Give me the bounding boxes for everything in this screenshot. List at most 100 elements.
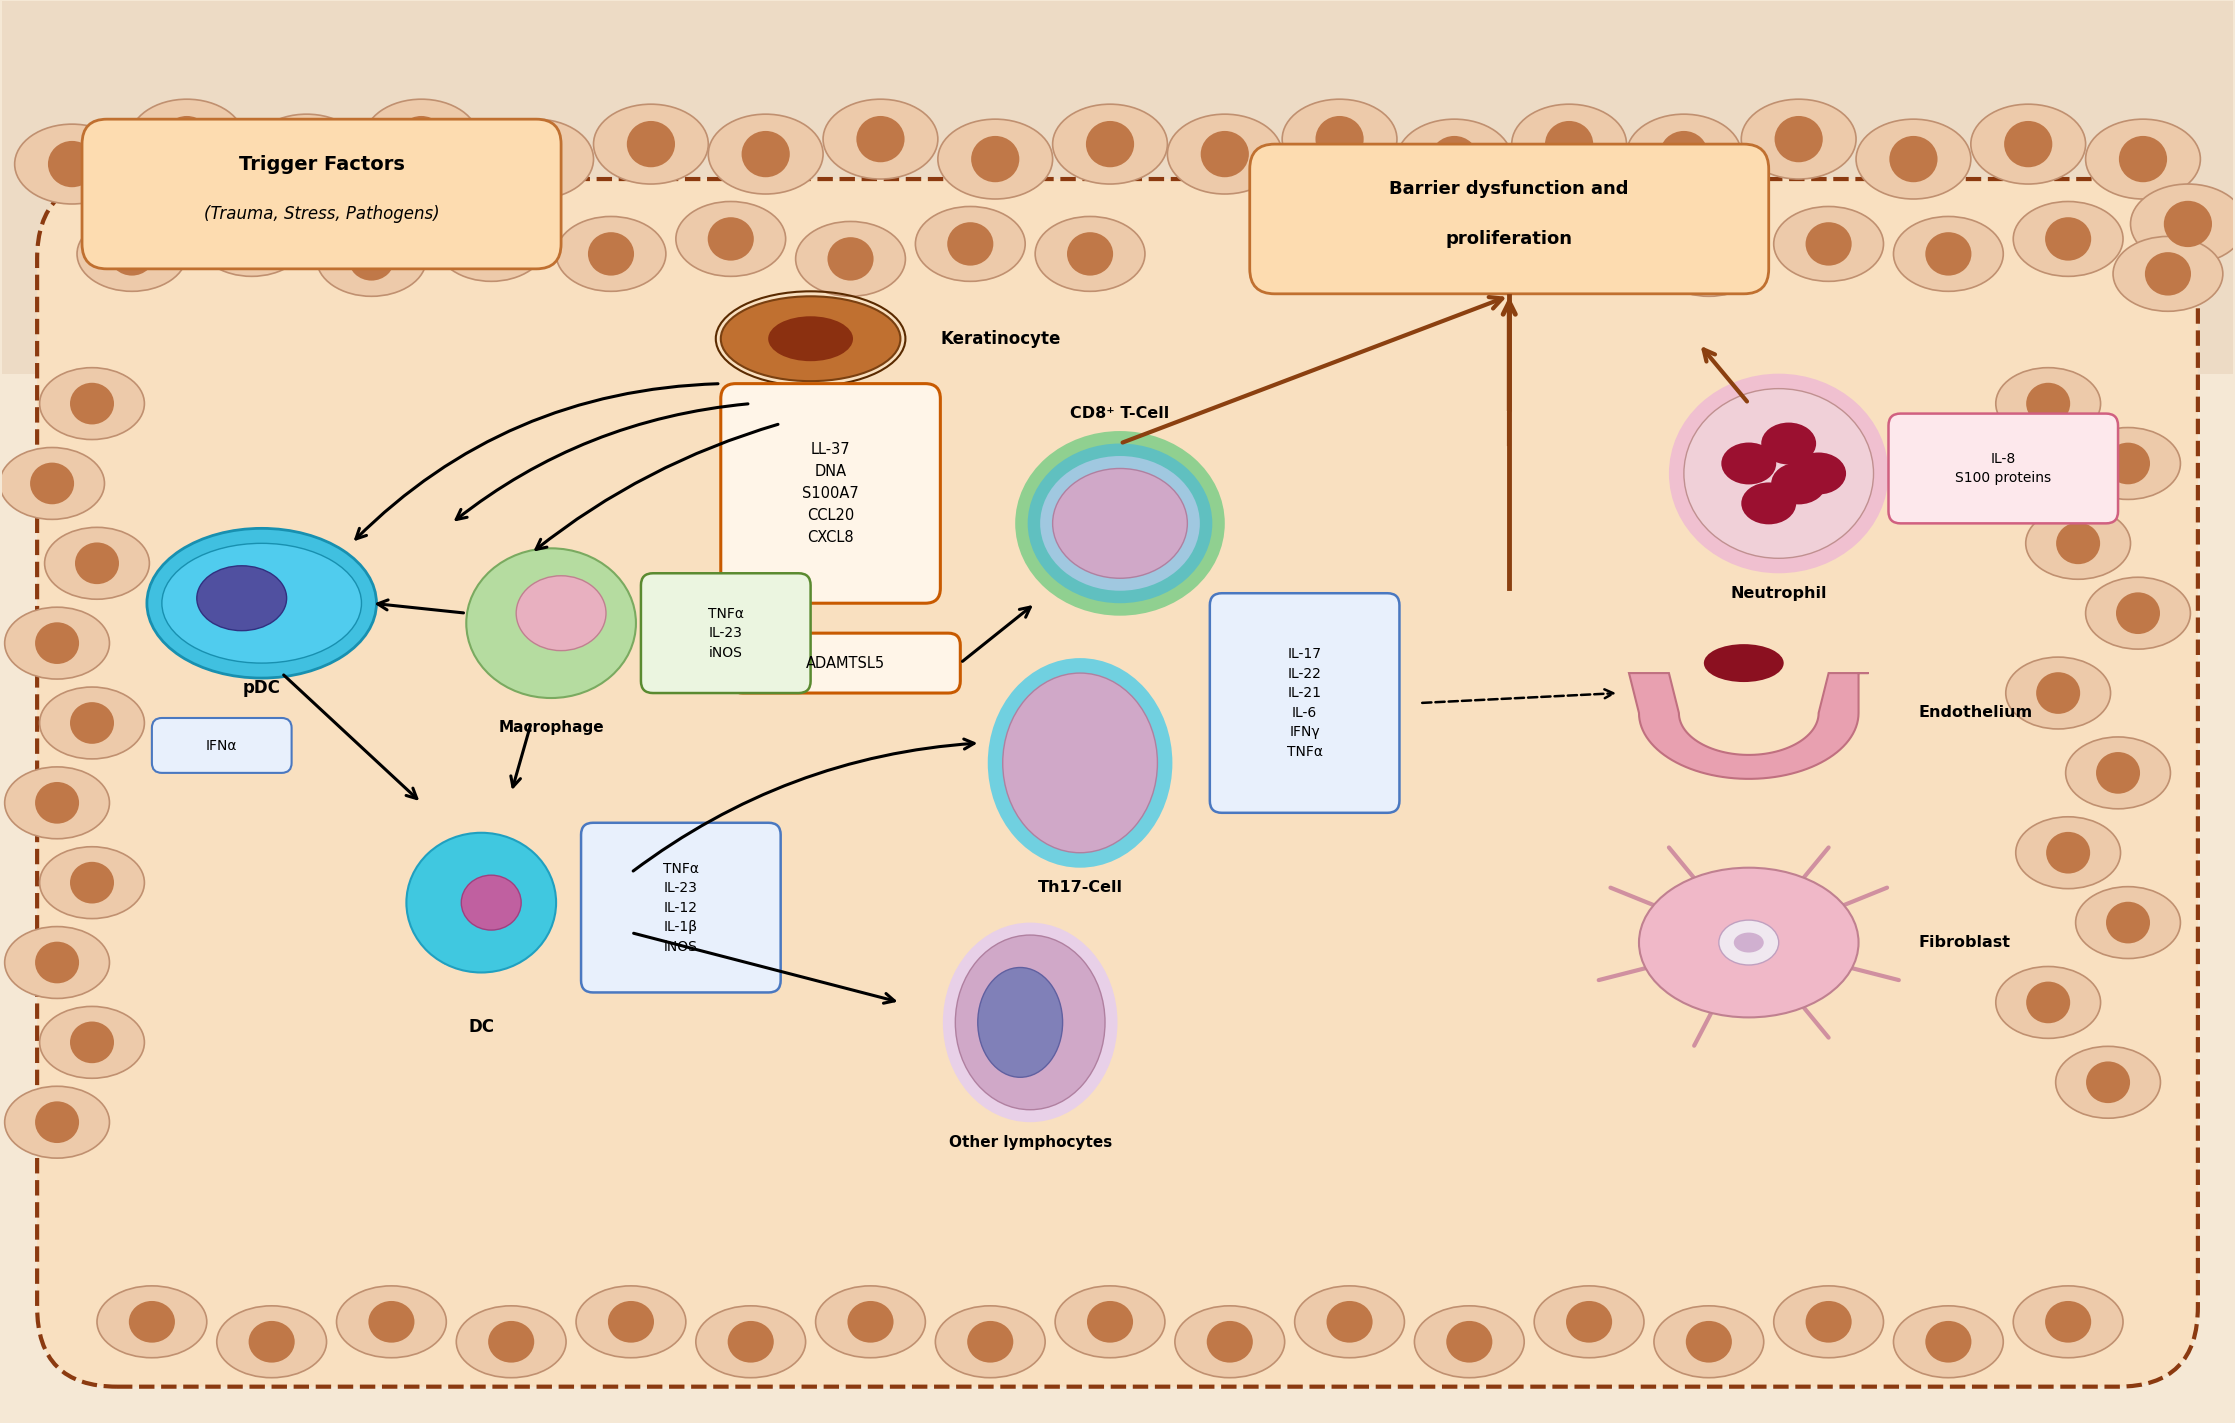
Ellipse shape bbox=[436, 206, 545, 282]
Ellipse shape bbox=[36, 1101, 78, 1143]
Ellipse shape bbox=[1627, 114, 1741, 194]
Ellipse shape bbox=[936, 1306, 1046, 1377]
Text: Th17-Cell: Th17-Cell bbox=[1037, 881, 1122, 895]
Ellipse shape bbox=[1685, 1321, 1732, 1363]
Ellipse shape bbox=[47, 141, 96, 188]
Ellipse shape bbox=[708, 218, 753, 260]
FancyBboxPatch shape bbox=[38, 179, 2197, 1386]
Ellipse shape bbox=[1035, 216, 1144, 292]
Ellipse shape bbox=[456, 1306, 565, 1377]
Text: pDC: pDC bbox=[244, 679, 282, 697]
Ellipse shape bbox=[317, 222, 427, 296]
Ellipse shape bbox=[742, 131, 789, 178]
Ellipse shape bbox=[2085, 120, 2201, 199]
Ellipse shape bbox=[16, 124, 130, 203]
Ellipse shape bbox=[1996, 966, 2101, 1039]
Ellipse shape bbox=[76, 216, 188, 292]
Ellipse shape bbox=[1544, 121, 1594, 168]
Ellipse shape bbox=[1533, 1286, 1645, 1358]
Ellipse shape bbox=[69, 383, 114, 424]
Ellipse shape bbox=[2005, 121, 2052, 168]
FancyBboxPatch shape bbox=[731, 633, 961, 693]
Ellipse shape bbox=[2025, 508, 2130, 579]
Ellipse shape bbox=[1654, 1306, 1763, 1377]
Ellipse shape bbox=[729, 1321, 773, 1363]
Ellipse shape bbox=[4, 608, 110, 679]
Ellipse shape bbox=[827, 238, 874, 280]
Ellipse shape bbox=[1661, 131, 1708, 178]
Ellipse shape bbox=[847, 1301, 894, 1343]
Ellipse shape bbox=[45, 528, 150, 599]
Text: proliferation: proliferation bbox=[1446, 231, 1573, 248]
Ellipse shape bbox=[2112, 236, 2224, 312]
Ellipse shape bbox=[2085, 1062, 2130, 1103]
Bar bbox=[2, 1, 2233, 374]
Ellipse shape bbox=[69, 1022, 114, 1063]
Ellipse shape bbox=[577, 1286, 686, 1358]
Text: IL-17
IL-22
IL-21
IL-6
IFNγ
TNFα: IL-17 IL-22 IL-21 IL-6 IFNγ TNFα bbox=[1287, 647, 1323, 758]
Text: Other lymphocytes: Other lymphocytes bbox=[948, 1134, 1111, 1150]
Ellipse shape bbox=[626, 121, 675, 168]
Ellipse shape bbox=[1430, 137, 1477, 182]
Ellipse shape bbox=[1039, 455, 1200, 591]
Ellipse shape bbox=[2146, 252, 2190, 296]
Ellipse shape bbox=[197, 566, 286, 630]
Ellipse shape bbox=[2036, 672, 2081, 714]
Text: TNFα
IL-23
iNOS: TNFα IL-23 iNOS bbox=[708, 606, 744, 660]
Text: Keratinocyte: Keratinocyte bbox=[941, 330, 1062, 347]
Ellipse shape bbox=[36, 783, 78, 824]
Ellipse shape bbox=[1893, 1306, 2003, 1377]
Ellipse shape bbox=[916, 206, 1026, 282]
Ellipse shape bbox=[1770, 462, 1826, 504]
Ellipse shape bbox=[1893, 216, 2003, 292]
Ellipse shape bbox=[407, 832, 557, 972]
Ellipse shape bbox=[2105, 902, 2150, 943]
Ellipse shape bbox=[2117, 592, 2159, 635]
Ellipse shape bbox=[675, 202, 787, 276]
Ellipse shape bbox=[1567, 1301, 1611, 1343]
Ellipse shape bbox=[1638, 868, 1860, 1017]
Ellipse shape bbox=[1685, 238, 1732, 280]
Ellipse shape bbox=[2076, 887, 2181, 959]
Ellipse shape bbox=[708, 114, 822, 194]
Ellipse shape bbox=[2027, 383, 2070, 424]
Ellipse shape bbox=[2014, 202, 2123, 276]
Ellipse shape bbox=[1446, 1321, 1493, 1363]
Text: Fibroblast: Fibroblast bbox=[1918, 935, 2012, 951]
Ellipse shape bbox=[557, 216, 666, 292]
Text: IFNα: IFNα bbox=[206, 739, 237, 753]
Ellipse shape bbox=[1670, 374, 1889, 573]
Ellipse shape bbox=[2096, 751, 2141, 794]
Ellipse shape bbox=[796, 222, 905, 296]
Ellipse shape bbox=[769, 316, 854, 361]
Text: LL-37
DNA
S100A7
CCL20
CXCL8: LL-37 DNA S100A7 CCL20 CXCL8 bbox=[802, 441, 858, 545]
Ellipse shape bbox=[1207, 1321, 1254, 1363]
Text: TNFα
IL-23
IL-12
IL-1β
iNOS: TNFα IL-23 IL-12 IL-1β iNOS bbox=[664, 861, 700, 953]
Ellipse shape bbox=[69, 702, 114, 744]
Ellipse shape bbox=[4, 767, 110, 838]
Ellipse shape bbox=[337, 1286, 447, 1358]
Ellipse shape bbox=[968, 1321, 1012, 1363]
Ellipse shape bbox=[2163, 201, 2213, 248]
Ellipse shape bbox=[282, 131, 331, 178]
Ellipse shape bbox=[2076, 427, 2181, 499]
Ellipse shape bbox=[36, 622, 78, 665]
Ellipse shape bbox=[1167, 114, 1283, 194]
Ellipse shape bbox=[512, 137, 561, 182]
Text: Neutrophil: Neutrophil bbox=[1730, 586, 1826, 601]
Ellipse shape bbox=[1734, 932, 1763, 952]
FancyBboxPatch shape bbox=[1889, 414, 2119, 524]
Ellipse shape bbox=[943, 922, 1118, 1123]
FancyBboxPatch shape bbox=[1249, 144, 1768, 293]
Ellipse shape bbox=[1015, 431, 1225, 616]
Ellipse shape bbox=[1703, 645, 1784, 682]
Ellipse shape bbox=[1328, 1301, 1372, 1343]
Ellipse shape bbox=[4, 926, 110, 999]
Ellipse shape bbox=[695, 1306, 805, 1377]
Ellipse shape bbox=[588, 232, 635, 276]
Ellipse shape bbox=[1654, 222, 1763, 296]
Ellipse shape bbox=[1066, 232, 1113, 276]
Ellipse shape bbox=[76, 542, 118, 583]
Ellipse shape bbox=[1283, 100, 1397, 179]
Ellipse shape bbox=[1200, 131, 1249, 178]
